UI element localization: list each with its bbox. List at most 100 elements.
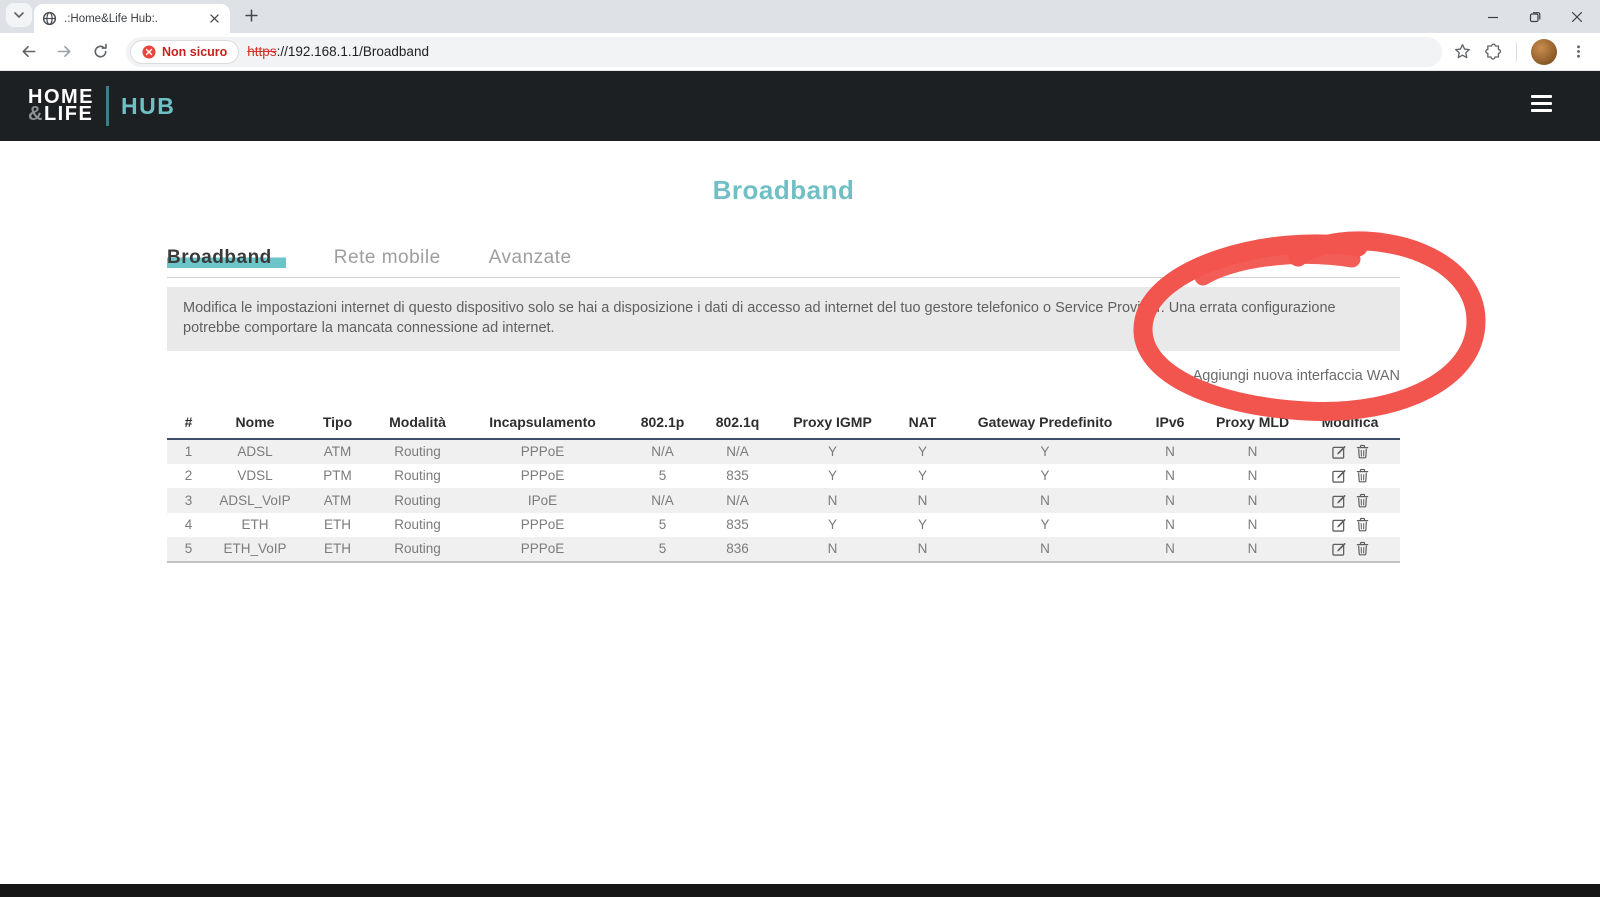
table-cell: 835 bbox=[726, 517, 749, 533]
site-header: HOME &LIFE HUB bbox=[0, 71, 1600, 141]
table-cell: Y bbox=[827, 517, 837, 533]
table-cell: Y bbox=[917, 468, 927, 484]
table-cell: N/A bbox=[651, 492, 674, 508]
table-cell: ETH bbox=[324, 517, 351, 533]
table-row: 3 ADSL_VoIP ATM Routing IPoE N/A N/A N N N N N bbox=[167, 488, 1400, 513]
tabs-divider bbox=[167, 277, 1400, 278]
restore-button[interactable] bbox=[1526, 8, 1544, 26]
column-header-10: IPv6 bbox=[1135, 408, 1205, 440]
table-cell: Y bbox=[1040, 444, 1050, 460]
table-cell: N bbox=[1247, 541, 1258, 557]
tab-broadband[interactable]: Broadband bbox=[167, 247, 286, 269]
table-cell: Y bbox=[827, 468, 837, 484]
edit-icon[interactable] bbox=[1331, 444, 1347, 459]
tab-avanzate[interactable]: Avanzate bbox=[488, 247, 572, 268]
url-rest: ://192.168.1.1/Broadband bbox=[276, 44, 429, 59]
security-chip[interactable]: Non sicuro bbox=[130, 39, 240, 64]
column-header-2: Tipo bbox=[300, 408, 375, 440]
column-header-6: 802.1q bbox=[700, 408, 775, 440]
edit-icon[interactable] bbox=[1331, 493, 1347, 508]
profile-avatar[interactable] bbox=[1531, 38, 1557, 65]
tab-close-icon[interactable] bbox=[206, 11, 222, 27]
browser-menu-icon[interactable] bbox=[1571, 44, 1586, 59]
column-header-1: Nome bbox=[210, 408, 300, 440]
column-header-9: Gateway Predefinito bbox=[955, 408, 1135, 440]
table-row: 1 ADSL ATM Routing PPPoE N/A N/A Y Y Y N N bbox=[167, 439, 1400, 464]
delete-icon[interactable] bbox=[1356, 444, 1369, 459]
add-wan-interface-link[interactable]: Aggiungi nuova interfaccia WAN bbox=[1192, 368, 1400, 384]
table-cell: N bbox=[1247, 492, 1258, 508]
forward-button[interactable] bbox=[50, 38, 78, 66]
tab-search-button[interactable] bbox=[6, 2, 32, 27]
table-cell: 5 bbox=[658, 468, 667, 484]
back-button[interactable] bbox=[14, 38, 42, 66]
edit-icon[interactable] bbox=[1331, 517, 1347, 532]
logo-life-line: &LIFE bbox=[28, 103, 94, 125]
toolbar-actions bbox=[1450, 38, 1590, 65]
page-content: Broadband Broadband Rete mobile Avanzate… bbox=[167, 175, 1400, 563]
table-row: 5 ETH_VoIP ETH Routing PPPoE 5 836 N N N N N bbox=[167, 537, 1400, 562]
edit-icon[interactable] bbox=[1331, 541, 1347, 556]
table-cell-actions bbox=[1300, 439, 1400, 464]
delete-icon[interactable] bbox=[1356, 468, 1369, 483]
table-cell: N bbox=[1247, 517, 1258, 533]
hamburger-menu-icon[interactable] bbox=[1531, 95, 1552, 112]
table-cell: IPoE bbox=[527, 492, 558, 508]
table-cell: Y bbox=[1040, 517, 1050, 533]
address-bar[interactable]: Non sicuro https://192.168.1.1/Broadband bbox=[126, 36, 1442, 67]
table-cell: Routing bbox=[394, 541, 441, 557]
add-link-row: Aggiungi nuova interfaccia WAN bbox=[167, 367, 1400, 385]
table-row: 2 VDSL PTM Routing PPPoE 5 835 Y Y Y N N bbox=[167, 464, 1400, 489]
minimize-button[interactable] bbox=[1484, 8, 1502, 26]
table-cell: N bbox=[1040, 541, 1050, 557]
table-cell: N bbox=[1165, 492, 1175, 508]
bookmark-star-icon[interactable] bbox=[1454, 43, 1471, 60]
table-cell: ADSL bbox=[237, 444, 273, 460]
edit-icon[interactable] bbox=[1331, 468, 1347, 483]
table-cell: PPPoE bbox=[520, 541, 565, 557]
table-cell-actions bbox=[1300, 464, 1400, 489]
window-controls bbox=[1484, 0, 1592, 33]
delete-icon[interactable] bbox=[1356, 493, 1369, 508]
wan-interfaces-table: # Nome Tipo Modalità Incapsulamento 802.1p 802… bbox=[167, 408, 1400, 563]
table-cell: Routing bbox=[394, 492, 441, 508]
table-cell: N bbox=[1165, 468, 1175, 484]
logo-ampersand: & bbox=[28, 103, 44, 125]
table-cell: 2 bbox=[184, 468, 193, 484]
table-cell: 4 bbox=[184, 517, 193, 533]
tab-rete-mobile[interactable]: Rete mobile bbox=[333, 247, 441, 268]
reload-button[interactable] bbox=[86, 38, 114, 66]
toolbar-divider bbox=[1516, 42, 1517, 61]
close-window-button[interactable] bbox=[1568, 8, 1586, 26]
table-cell: N bbox=[827, 492, 838, 508]
table-cell-actions bbox=[1300, 513, 1400, 538]
table-cell: N bbox=[1040, 492, 1050, 508]
table-cell: N/A bbox=[726, 492, 749, 508]
row-actions bbox=[1300, 444, 1400, 459]
column-header-12: Modifica bbox=[1300, 408, 1400, 440]
table-cell: 5 bbox=[658, 541, 667, 557]
logo-home: HOME bbox=[28, 86, 94, 108]
footer-edge bbox=[0, 884, 1600, 897]
table-cell: N bbox=[1165, 517, 1175, 533]
row-actions bbox=[1300, 493, 1400, 508]
table-cell: 5 bbox=[658, 517, 667, 533]
table-cell-actions bbox=[1300, 488, 1400, 513]
extensions-puzzle-icon[interactable] bbox=[1485, 43, 1502, 60]
column-header-5: 802.1p bbox=[625, 408, 700, 440]
table-cell: N/A bbox=[726, 444, 749, 460]
browser-tab[interactable]: .:Home&Life Hub:. bbox=[34, 4, 230, 33]
table-cell: Y bbox=[1040, 468, 1050, 484]
column-header-0: # bbox=[167, 408, 210, 440]
table-cell: N bbox=[1247, 468, 1258, 484]
delete-icon[interactable] bbox=[1356, 517, 1369, 532]
delete-icon[interactable] bbox=[1356, 541, 1369, 556]
table-cell: ETH bbox=[324, 541, 351, 557]
table-cell: Routing bbox=[394, 468, 441, 484]
browser-chrome: .:Home&Life Hub:. bbox=[0, 0, 1600, 71]
notice-box: Modifica le impostazioni internet di que… bbox=[167, 287, 1400, 351]
table-cell: PTM bbox=[323, 468, 352, 484]
security-badge-label: Non sicuro bbox=[162, 44, 228, 59]
table-cell: N/A bbox=[651, 444, 674, 460]
new-tab-button[interactable] bbox=[238, 2, 264, 28]
